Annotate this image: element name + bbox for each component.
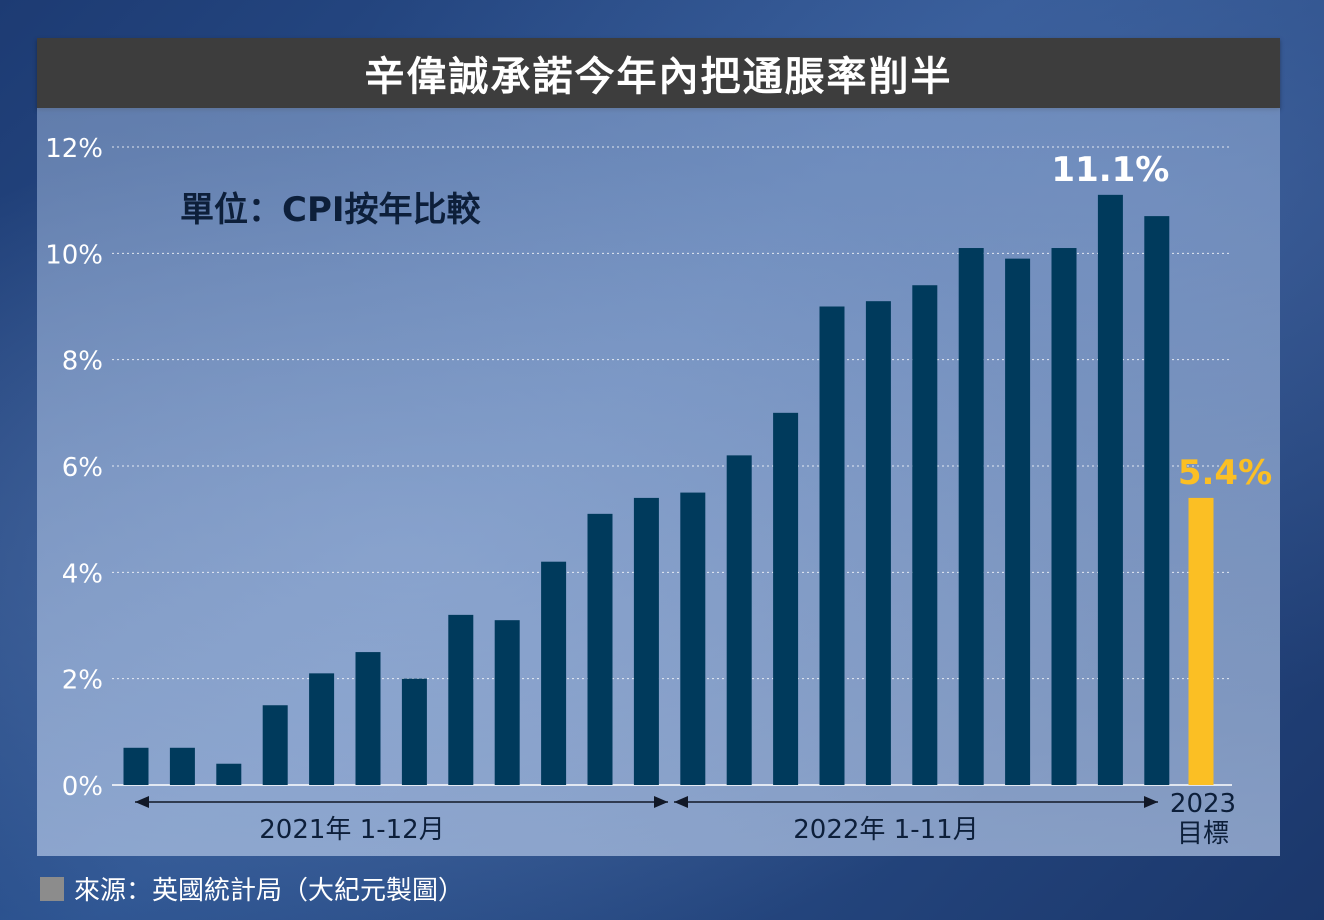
target-bar [1188,497,1214,785]
bar [169,747,195,785]
unit-label: 單位：CPI按年比較 [180,190,481,230]
bar [541,561,567,785]
bar [865,301,891,785]
data-label: 11.1% [1051,150,1169,190]
bar [1097,194,1123,786]
source-text: 來源：英國統計局（大紀元製圖） [74,876,465,906]
source-note: 來源：英國統計局（大紀元製圖） [40,870,464,907]
bar [958,248,984,785]
y-tick-label: 12% [45,134,103,164]
y-tick-label: 6% [62,453,103,483]
y-tick-label: 2% [62,666,103,696]
bar [401,678,427,785]
bar [726,455,752,785]
bar [1144,216,1170,785]
bar [494,620,520,785]
bar [448,614,474,785]
group-label-2023: 2023 [1170,789,1236,819]
arrow-2021-right-head [654,796,668,808]
bar [123,747,149,785]
bar [355,652,381,785]
y-tick-label: 4% [62,559,103,589]
bar [216,763,242,785]
bar [309,673,335,785]
bar [633,497,659,785]
y-tick-label: 0% [62,772,103,802]
bar [773,412,799,785]
group-label-2022: 2022年 1-11月 [793,815,978,845]
bar [912,285,938,785]
data-label: 5.4% [1178,453,1272,493]
bar [1051,248,1077,785]
group-label-target: 目標 [1177,819,1229,849]
arrow-2022-right-head [1144,796,1158,808]
y-tick-label: 8% [62,347,103,377]
arrow-2022-left-head [674,796,688,808]
arrow-2021-left-head [135,796,149,808]
group-label-2021: 2021年 1-12月 [259,815,444,845]
source-square-icon [40,876,64,901]
chart-title: 辛偉誠承諾今年內把通脹率削半 [37,38,1280,108]
bar [262,705,288,785]
bar [587,513,613,785]
bar [819,306,845,785]
y-tick-label: 10% [45,240,103,270]
bar [1005,258,1031,785]
bar [680,492,706,785]
